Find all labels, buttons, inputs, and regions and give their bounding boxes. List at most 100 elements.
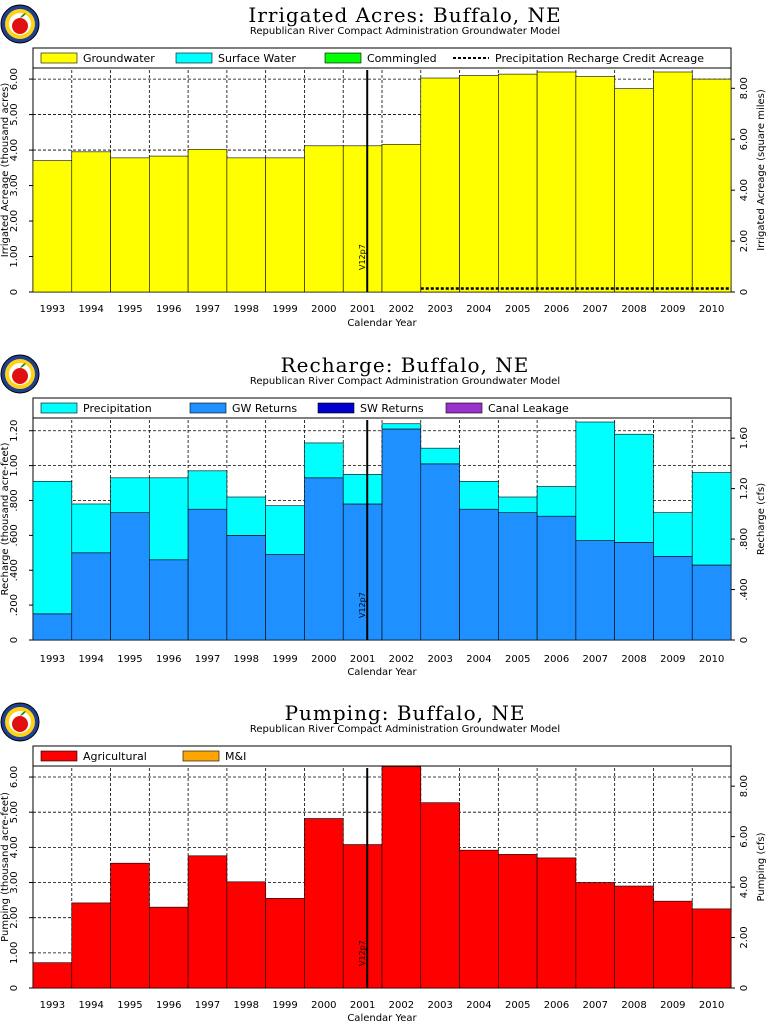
bar-gw_returns-2004 bbox=[459, 508, 499, 641]
y-tick-label: 5.00 bbox=[9, 801, 20, 823]
bar-agricultural-2009 bbox=[653, 900, 693, 989]
apple-logo-icon bbox=[0, 4, 40, 44]
y-tick-label: 0 bbox=[9, 637, 20, 643]
bar-gw_returns-1994 bbox=[71, 552, 111, 641]
bar-agricultural-2007 bbox=[575, 882, 615, 989]
bar-precipitation-2003 bbox=[420, 447, 460, 465]
bar-agricultural-1993 bbox=[32, 962, 73, 989]
y2-tick-label: 2.00 bbox=[739, 230, 750, 252]
bar-groundwater-2009 bbox=[653, 71, 693, 293]
bar-agricultural-1999 bbox=[265, 898, 305, 989]
bar-gw_returns-1996 bbox=[149, 559, 189, 641]
y2-tick-label: 1.20 bbox=[739, 477, 750, 499]
x-tick-label: 2005 bbox=[505, 654, 530, 665]
x-tick-label: 2000 bbox=[311, 1000, 336, 1011]
bar-gw_returns-2008 bbox=[614, 542, 654, 641]
x-tick-label: 1996 bbox=[156, 304, 181, 315]
bar-agricultural-2006 bbox=[536, 857, 577, 989]
legend-swatch-gw_returns bbox=[189, 402, 227, 414]
x-tick-label: 2006 bbox=[544, 654, 569, 665]
chart-subtitle: Republican River Compact Administration … bbox=[250, 26, 560, 37]
x-tick-label: 1995 bbox=[117, 304, 142, 315]
bar-precipitation-1998 bbox=[226, 496, 266, 536]
legend-label: Canal Leakage bbox=[488, 402, 569, 415]
bar-precipitation-1996 bbox=[149, 477, 189, 561]
model-version-label: V12p7 bbox=[358, 940, 367, 966]
bar-groundwater-1998 bbox=[226, 157, 266, 293]
bar-precipitation-1999 bbox=[265, 505, 305, 555]
y-tick-label: 1.00 bbox=[9, 454, 20, 476]
apple-logo-icon bbox=[0, 354, 40, 394]
bar-groundwater-2003 bbox=[420, 77, 460, 293]
x-tick-label: 2006 bbox=[544, 304, 569, 315]
bar-agricultural-1998 bbox=[226, 881, 266, 989]
bar-agricultural-2005 bbox=[498, 854, 538, 989]
x-tick-label: 2000 bbox=[311, 304, 336, 315]
y2-axis-label: Recharge (cfs) bbox=[756, 483, 767, 555]
y-tick-label: .200 bbox=[9, 594, 20, 616]
bar-precipitation-2001 bbox=[342, 474, 383, 505]
x-tick-label: 2007 bbox=[583, 304, 608, 315]
chart-subtitle: Republican River Compact Administration … bbox=[250, 724, 560, 735]
y2-tick-label: 4.00 bbox=[739, 179, 750, 201]
bar-precipitation-2006 bbox=[536, 486, 577, 517]
y2-tick-label: 8.00 bbox=[739, 775, 750, 797]
bar-agricultural-1995 bbox=[110, 862, 150, 989]
x-tick-label: 2010 bbox=[699, 654, 724, 665]
bar-agricultural-1994 bbox=[71, 902, 111, 989]
bar-gw_returns-1997 bbox=[187, 508, 228, 641]
chart-title: Recharge: Buffalo, NE bbox=[281, 353, 530, 377]
x-tick-label: 1998 bbox=[234, 304, 259, 315]
bar-gw_returns-2010 bbox=[691, 564, 732, 641]
y-axis-label: Recharge (thousand acre-feet) bbox=[0, 442, 11, 595]
x-tick-label: 2004 bbox=[466, 1000, 491, 1011]
bar-gw_returns-2005 bbox=[498, 512, 538, 641]
x-axis-label: Calendar Year bbox=[347, 1013, 417, 1024]
legend-swatch-commingled bbox=[324, 52, 362, 64]
y-tick-label: 2.00 bbox=[9, 907, 20, 929]
bar-groundwater-2005 bbox=[498, 73, 538, 293]
y2-tick-label: .800 bbox=[739, 528, 750, 550]
bar-gw_returns-2000 bbox=[304, 477, 344, 641]
y-tick-label: 0 bbox=[9, 985, 20, 991]
y2-tick-label: 2.00 bbox=[739, 926, 750, 948]
x-tick-label: 1993 bbox=[40, 654, 65, 665]
y2-tick-label: 6.00 bbox=[739, 825, 750, 847]
bar-groundwater-2010 bbox=[691, 78, 732, 293]
x-tick-label: 1993 bbox=[40, 304, 65, 315]
legend-swatch-groundwater bbox=[40, 52, 78, 64]
bar-groundwater-2002 bbox=[381, 144, 422, 293]
x-tick-label: 2010 bbox=[699, 304, 724, 315]
legend-label: Precipitation bbox=[83, 402, 152, 415]
bar-groundwater-1995 bbox=[110, 157, 150, 293]
x-tick-label: 2003 bbox=[427, 1000, 452, 1011]
bar-gw_returns-1999 bbox=[265, 554, 305, 641]
x-axis-label: Calendar Year bbox=[347, 667, 417, 678]
y2-tick-label: .400 bbox=[739, 578, 750, 600]
x-tick-label: 2010 bbox=[699, 1000, 724, 1011]
x-tick-label: 1995 bbox=[117, 1000, 142, 1011]
bar-groundwater-2008 bbox=[614, 88, 654, 293]
bar-gw_returns-2006 bbox=[536, 515, 577, 641]
bar-gw_returns-2002 bbox=[381, 428, 422, 641]
bar-agricultural-1997 bbox=[187, 855, 228, 989]
x-tick-label: 2005 bbox=[505, 1000, 530, 1011]
bar-precipitation-2009 bbox=[653, 512, 693, 557]
legend-swatch-surface_water bbox=[175, 52, 213, 64]
x-tick-label: 2009 bbox=[660, 304, 685, 315]
bar-precipitation-2007 bbox=[575, 421, 615, 541]
legend-label: SW Returns bbox=[360, 402, 424, 415]
bar-agricultural-2001 bbox=[342, 844, 383, 989]
x-axis-label: Calendar Year bbox=[347, 318, 417, 329]
y-tick-label: 6.00 bbox=[9, 766, 20, 788]
x-tick-label: 1994 bbox=[78, 1000, 103, 1011]
bar-precipitation-1997 bbox=[187, 470, 228, 510]
y2-tick-label: 0 bbox=[739, 985, 750, 991]
y2-axis-label: Pumping (cfs) bbox=[756, 832, 767, 901]
bar-precipitation-2004 bbox=[459, 480, 499, 510]
x-tick-label: 2008 bbox=[621, 1000, 646, 1011]
x-tick-label: 2003 bbox=[427, 304, 452, 315]
x-tick-label: 1996 bbox=[156, 654, 181, 665]
